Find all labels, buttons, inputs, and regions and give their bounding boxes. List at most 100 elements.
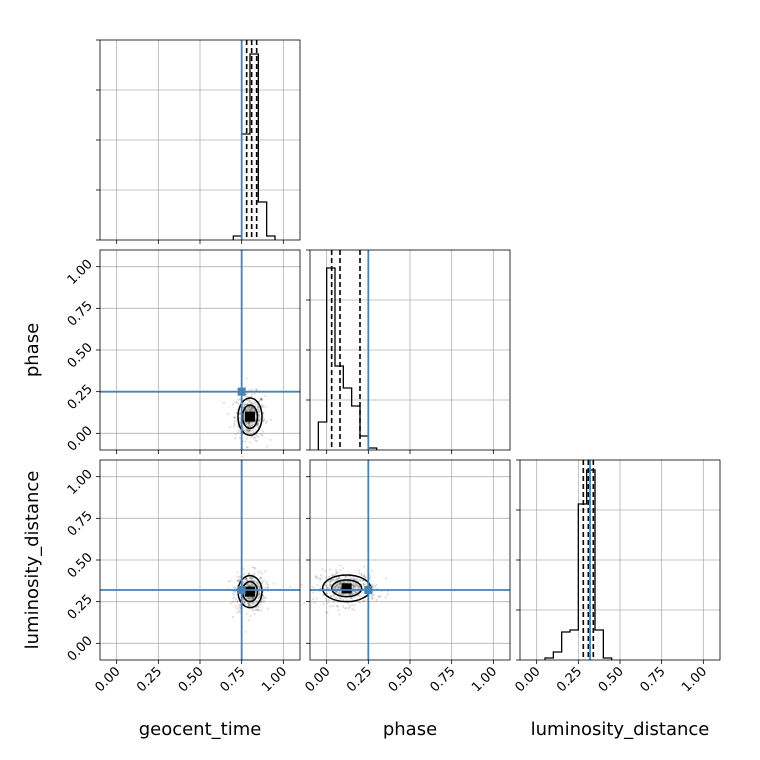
density-point (352, 585, 355, 588)
density-point (251, 406, 254, 409)
density-point (238, 576, 242, 579)
density-point (251, 566, 254, 569)
density-point (331, 574, 334, 578)
density-point (256, 583, 259, 586)
density-point (262, 411, 265, 415)
density-point (338, 583, 341, 586)
density-point (360, 573, 363, 576)
density-point (257, 416, 260, 419)
density-point (249, 614, 252, 617)
density-point (233, 423, 236, 427)
density-point (243, 403, 246, 406)
density-point (360, 573, 363, 576)
density-point (329, 568, 332, 571)
density-point (246, 583, 249, 586)
density-point (249, 577, 252, 580)
density-point (258, 577, 262, 580)
density-point (257, 609, 260, 612)
density-point (252, 596, 255, 599)
density-point (363, 575, 366, 578)
density-point (337, 609, 340, 612)
density-point (257, 606, 260, 609)
density-point (348, 581, 352, 584)
density-contour (237, 397, 263, 437)
density-point (233, 437, 237, 440)
density-point (260, 397, 264, 400)
density-point (222, 402, 225, 405)
density-point (345, 575, 348, 578)
density-point (238, 436, 241, 439)
density-point (384, 577, 388, 580)
density-point (332, 578, 335, 581)
density-point (317, 577, 320, 580)
density-point (337, 585, 340, 589)
density-point (353, 586, 356, 589)
density-point (321, 568, 324, 571)
density-point (348, 593, 352, 596)
density-point (272, 582, 275, 585)
density-point (326, 587, 329, 590)
density-point (260, 600, 263, 603)
density-point (242, 581, 245, 584)
density-point (252, 437, 256, 440)
density-point (237, 429, 241, 432)
density-point (251, 596, 254, 599)
density-point (254, 602, 257, 605)
density-point (339, 586, 342, 589)
density-peak (245, 586, 255, 597)
y-tick-label: 0.25 (65, 592, 96, 623)
density-point (234, 586, 237, 589)
density-point (245, 427, 248, 431)
density-point (238, 611, 242, 614)
density-point (255, 580, 258, 584)
density-point (236, 600, 239, 603)
density-point (249, 576, 253, 579)
density-point (247, 430, 251, 433)
density-point (357, 585, 360, 589)
y-axis-label-phase: phase (22, 323, 43, 377)
density-point (330, 594, 333, 597)
density-point (253, 612, 256, 616)
density-point (256, 423, 259, 426)
density-point (373, 585, 377, 588)
density-point (353, 590, 357, 594)
density-point (354, 578, 357, 581)
density-point (300, 583, 303, 587)
density-point (339, 586, 342, 590)
x-tick-label: 1.00 (679, 664, 710, 695)
density-point (347, 607, 350, 610)
density-point (248, 425, 251, 428)
density-point (341, 605, 345, 608)
density-point (247, 603, 250, 606)
density-point (261, 434, 264, 437)
density-point (257, 583, 260, 586)
density-point (357, 590, 360, 593)
density-point (261, 398, 264, 402)
density-point (257, 436, 260, 439)
density-point (326, 586, 329, 589)
density-point (242, 573, 246, 576)
x-tick-label: 0.25 (554, 664, 585, 695)
density-point (244, 409, 247, 412)
density-point (252, 577, 255, 580)
density-point (319, 577, 322, 580)
density-point (255, 434, 258, 438)
density-point (258, 414, 261, 417)
density-point (250, 596, 254, 599)
density-point (262, 412, 265, 415)
density-point (245, 612, 248, 616)
y-tick-label: 0.00 (65, 424, 96, 455)
density-point (246, 407, 249, 410)
density-point (379, 595, 382, 598)
density-point (255, 600, 258, 603)
density-point (258, 411, 261, 414)
density-point (336, 577, 339, 580)
density-point (247, 424, 251, 427)
density-point (248, 408, 251, 411)
density-point (252, 579, 255, 583)
density-point (289, 585, 292, 589)
density-point (259, 570, 262, 573)
density-point (261, 594, 265, 598)
density-point (339, 564, 342, 567)
density-point (250, 395, 253, 398)
